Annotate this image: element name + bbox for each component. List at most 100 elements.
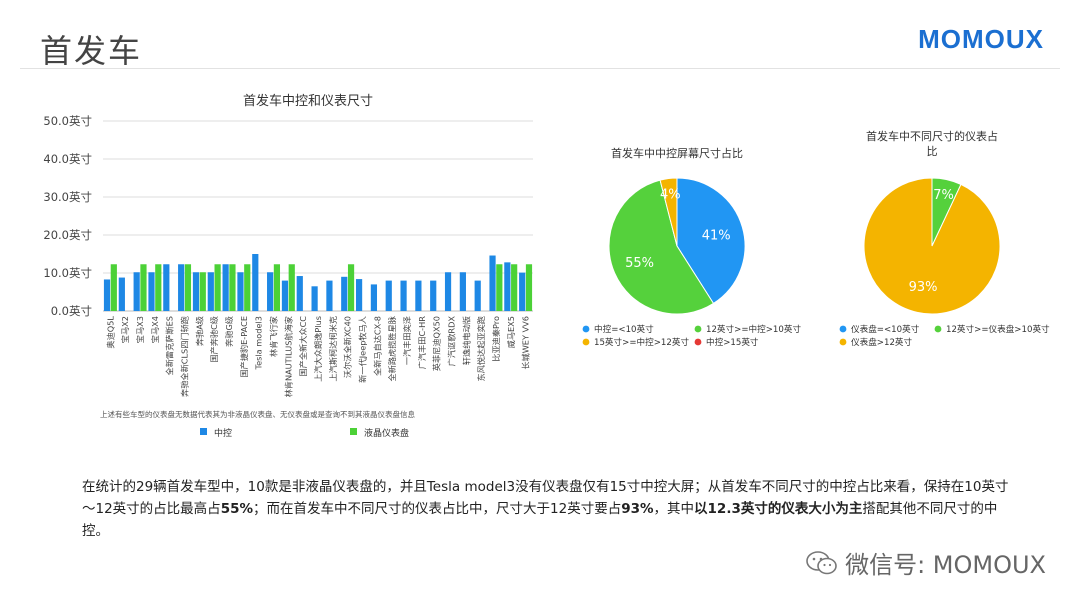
bar-center-console [281,280,289,311]
bar-center-console [148,272,155,311]
x-tick-label: 轩逸纯电动版 [461,316,471,365]
bar-center-console [355,279,363,311]
pie-data-label: 7% [933,188,954,203]
x-tick-label: 英菲尼迪QX50 [432,316,442,371]
legend-label: 中控 [214,427,232,439]
bar-lcd-cluster [273,264,281,311]
bar-lcd-cluster [496,264,503,311]
pie-data-label: 55% [625,256,654,271]
bar-center-console [474,280,481,311]
bar-center-console [222,264,229,311]
bar-center-console [489,255,496,311]
x-tick-label: 全新路虎揽胜星脉 [387,316,397,382]
x-tick-label: 全新雷克萨斯ES [165,316,175,376]
pie-title: 首发车中中控屏幕尺寸占比 [611,146,743,160]
x-tick-label: 沃尔沃全新XC40 [343,316,353,378]
legend-marker [839,338,847,346]
x-tick-label: 宝马X2 [120,316,130,343]
bar-lcd-cluster [110,264,117,311]
bar-lcd-cluster [199,272,206,311]
pie-slice [863,177,1001,315]
bar-center-console [296,276,303,311]
bar-lcd-cluster [347,264,355,311]
bar-lcd-cluster [511,264,518,311]
legend-label: 12英寸>=中控>10英寸 [706,323,801,335]
bar-lcd-cluster [155,264,162,311]
paragraph-segment: 在统计的29辆首发车型中，10款是非液晶仪表盘的，并且Tesla model3没… [82,479,1009,517]
x-tick-label: 上汽斯柯达柯米克 [328,316,338,382]
legend-label: 液晶仪表盘 [364,427,409,439]
legend-label: 仪表盘=<10英寸 [851,323,920,335]
bar-center-console [267,272,274,311]
bar-lcd-cluster [184,264,192,311]
legend-label: 仪表盘>12英寸 [851,336,913,348]
header-divider [20,68,1060,69]
x-tick-label: 奔驰A级 [194,316,204,346]
legend-label: 中控>15英寸 [706,336,759,348]
x-tick-label: 林肯NAUTILUS航海家 [283,316,293,397]
bar-center-console [504,262,511,311]
legend-marker [839,325,847,333]
x-tick-label: 上汽大众朗逸Plus [313,316,323,382]
pie-title: 首发车中不同尺寸的仪表占 [866,129,998,143]
bar-center-console [237,272,244,311]
x-tick-label: 广汽讴歌RDX [446,316,456,367]
x-tick-label: 一汽丰田奕泽 [402,316,412,365]
legend-label: 中控=<10英寸 [594,323,654,335]
bar-center-console [118,277,125,311]
charts-canvas: 首发车中控和仪表尺寸 0.0英寸 10.0英寸 20.0英寸 30.0英寸 40.0英寸 5… [43,93,1050,439]
x-tick-label: 林肯飞行家 [269,316,279,357]
x-tick-label: 长城WEY VV6 [521,316,531,370]
y-tick-label: 30.0英寸 [43,190,92,204]
x-tick-label: Tesla model3 [254,316,264,371]
x-tick-label: 全新马自达CX-8 [372,316,382,376]
bar-center-console [430,280,437,311]
pie-data-label: 41% [702,229,731,244]
x-tick-label: 奥迪Q5L [105,316,115,349]
paragraph-segment: 55% [220,501,254,517]
bar-center-console [370,284,378,311]
pie-slice [608,179,715,315]
y-tick-label: 20.0英寸 [43,228,92,242]
bar-center-console [444,272,452,311]
page-title: 首发车 [40,32,143,70]
bar-lcd-cluster [140,264,147,311]
bar-center-console [415,280,422,311]
bar-chart-title: 首发车中控和仪表尺寸 [243,93,373,109]
bar-center-console [207,272,214,311]
bar-center-console [519,272,526,311]
pie-data-label: 4% [660,187,681,202]
y-tick-label: 40.0英寸 [43,152,92,166]
x-tick-label: 新一代Jeep牧马人 [357,316,367,383]
summary-paragraph: 在统计的29辆首发车型中，10款是非液晶仪表盘的，并且Tesla model3没… [82,476,1012,542]
x-tick-label: 广汽丰田C-HR [417,316,427,370]
bar-center-console [192,272,200,311]
y-tick-label: 0.0英寸 [51,304,92,318]
bar-center-console [400,280,407,311]
x-tick-label: 奔驰全新CLS四门轿跑 [180,316,190,397]
brand-logo: MOMOUX [918,24,1044,54]
legend-marker [582,338,590,346]
bar-center-console [163,264,170,311]
bar-center-console [385,280,392,311]
paragraph-segment: ；而在首发车中不同尺寸的仪表占比中，尺寸大于12英寸要占 [253,501,622,517]
bar-center-console [178,264,185,311]
pie-title: 比 [927,145,938,158]
legend-swatch [200,428,207,435]
bar-lcd-cluster [525,264,533,311]
bar-lcd-cluster [229,264,236,311]
x-tick-label: 宝马X3 [135,316,145,343]
wechat-icon [806,550,837,574]
x-tick-label: 国产奔驰C级 [209,316,219,363]
x-tick-label: 威马EX5 [506,316,516,348]
x-tick-label: 国产全新大众CC [298,316,308,377]
bar-lcd-cluster [244,264,251,311]
legend-label: 15英寸>=中控>12英寸 [594,336,689,348]
bar-center-console [133,272,140,311]
x-tick-label: 比亚迪秦Pro [491,316,501,362]
y-tick-label: 50.0英寸 [43,114,92,128]
legend-label: 12英寸>=仪表盘>10英寸 [946,323,1050,335]
legend-marker [934,325,942,333]
bar-chart-annotation: 上述有些车型的仪表盘无数据代表其为非液晶仪表盘、无仪表盘或是查询不到其液晶仪表盘… [100,409,415,419]
x-tick-label: 奔驰G级 [224,316,234,347]
